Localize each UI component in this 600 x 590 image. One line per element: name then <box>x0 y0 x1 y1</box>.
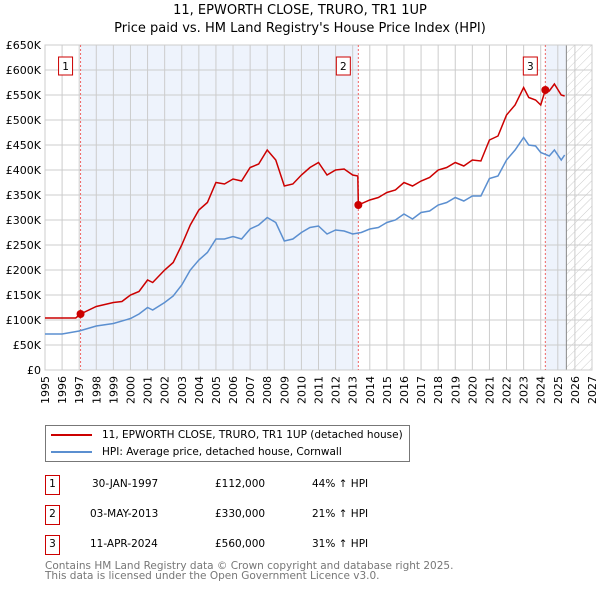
x-tick-label: 1997 <box>73 376 86 404</box>
x-tick-label: 2000 <box>124 376 137 404</box>
y-tick-label: £100K <box>6 314 42 327</box>
x-tick-label: 2023 <box>518 376 531 404</box>
x-tick-label: 2009 <box>278 376 291 404</box>
sale-label: 1 <box>62 61 69 73</box>
sale-row: 1 30-JAN-1997 £112,000 44% ↑ HPI <box>45 475 465 495</box>
footer-copyright: Contains HM Land Registry data © Crown c… <box>45 560 454 572</box>
sale-row: 3 11-APR-2024 £560,000 31% ↑ HPI <box>45 535 465 555</box>
chart-title: 11, EPWORTH CLOSE, TRURO, TR1 1UP <box>173 3 427 18</box>
sale-label-box <box>58 56 74 76</box>
sale-row: 2 03-MAY-2013 £330,000 21% ↑ HPI <box>45 505 465 525</box>
x-tick-label: 2016 <box>398 376 411 404</box>
y-tick-label: £400K <box>6 164 42 177</box>
x-tick-label: 2006 <box>227 376 240 404</box>
y-tick-label: £200K <box>6 264 42 277</box>
x-tick-label: 2011 <box>313 376 326 404</box>
x-tick-label: 2002 <box>159 376 172 404</box>
sale-price: £560,000 <box>215 538 266 550</box>
x-tick-label: 2003 <box>176 376 189 404</box>
x-tick-label: 2024 <box>535 376 548 404</box>
x-tick-label: 1999 <box>107 376 120 404</box>
x-tick-label: 2005 <box>210 376 223 404</box>
series-line <box>45 136 566 335</box>
x-tick-label: 2022 <box>501 376 514 404</box>
y-tick-label: £250K <box>6 239 42 252</box>
x-tick-label: 2013 <box>347 376 360 404</box>
y-tick-label: £600K <box>6 64 42 77</box>
sale-point <box>354 201 363 209</box>
y-tick-label: £650K <box>6 39 42 52</box>
sale-date: 30-JAN-1997 <box>92 478 159 490</box>
legend-item-hpi: HPI: Average price, detached house, Corn… <box>51 446 342 458</box>
x-tick-label: 2004 <box>193 376 206 404</box>
y-tick-label: £150K <box>6 289 42 302</box>
sale-price: £330,000 <box>215 508 266 520</box>
y-tick-label: £350K <box>6 189 42 202</box>
legend-swatch <box>51 451 92 453</box>
legend-label: 11, EPWORTH CLOSE, TRURO, TR1 1UP (detac… <box>102 429 403 441</box>
legend-swatch <box>51 434 92 436</box>
x-tick-label: 1995 <box>39 376 52 404</box>
sale-hpi-diff: 21% ↑ HPI <box>312 508 369 520</box>
sale-hpi-diff: 31% ↑ HPI <box>312 538 369 550</box>
footer-licence: This data is licensed under the Open Gov… <box>45 570 380 582</box>
sale-label: 3 <box>527 61 534 73</box>
x-tick-label: 2020 <box>466 376 479 404</box>
x-tick-label: 2027 <box>586 376 599 404</box>
x-tick-label: 2012 <box>330 376 343 404</box>
plot-area: 1995 1996 1997 1998 1999 2000 2001 2002 2003 2004… <box>6 39 599 404</box>
shaded-period-3 <box>545 45 567 370</box>
sale-label-box <box>522 56 538 76</box>
x-tick-label: 2025 <box>552 376 565 404</box>
y-tick-label: £450K <box>6 139 42 152</box>
y-tick-label: £50K <box>13 339 42 352</box>
y-tick-label: £0 <box>27 364 41 377</box>
x-tick-label: 2008 <box>261 376 274 404</box>
x-tick-label: 2015 <box>381 376 394 404</box>
legend-item-property: 11, EPWORTH CLOSE, TRURO, TR1 1UP (detac… <box>51 429 403 441</box>
x-tick-label: 2001 <box>142 376 155 404</box>
legend-label: HPI: Average price, detached house, Corn… <box>102 446 342 458</box>
x-tick-label: 2021 <box>483 376 496 404</box>
x-tick-label: 2014 <box>364 376 377 404</box>
series-line <box>45 82 565 319</box>
sale-date: 11-APR-2024 <box>90 538 158 550</box>
sale-label-box <box>335 56 351 76</box>
x-tick-label: 2026 <box>569 376 582 404</box>
forecast-hatch <box>566 45 592 370</box>
sale-point <box>541 86 550 94</box>
sale-point <box>76 310 85 318</box>
sale-number: 1 <box>45 475 60 495</box>
shaded-period-1 <box>80 45 359 370</box>
x-tick-label: 1996 <box>56 376 69 404</box>
y-tick-label: £300K <box>6 214 42 227</box>
x-tick-label: 2019 <box>449 376 462 404</box>
x-tick-label: 2017 <box>415 376 428 404</box>
plot-border <box>44 44 593 371</box>
chart-subtitle: Price paid vs. HM Land Registry's House … <box>114 21 486 36</box>
sale-date: 03-MAY-2013 <box>90 508 159 520</box>
sale-hpi-diff: 44% ↑ HPI <box>312 478 369 490</box>
x-tick-label: 1998 <box>90 376 103 404</box>
x-tick-label: 2010 <box>295 376 308 404</box>
x-tick-label: 2018 <box>432 376 445 404</box>
legend: 11, EPWORTH CLOSE, TRURO, TR1 1UP (detac… <box>45 425 410 462</box>
y-tick-label: £550K <box>6 89 42 102</box>
sale-price: £112,000 <box>215 478 266 490</box>
y-tick-label: £500K <box>6 114 42 127</box>
sale-number: 2 <box>45 505 60 525</box>
x-tick-label: 2007 <box>244 376 257 404</box>
sale-label: 2 <box>340 61 347 73</box>
sale-number: 3 <box>45 535 60 555</box>
